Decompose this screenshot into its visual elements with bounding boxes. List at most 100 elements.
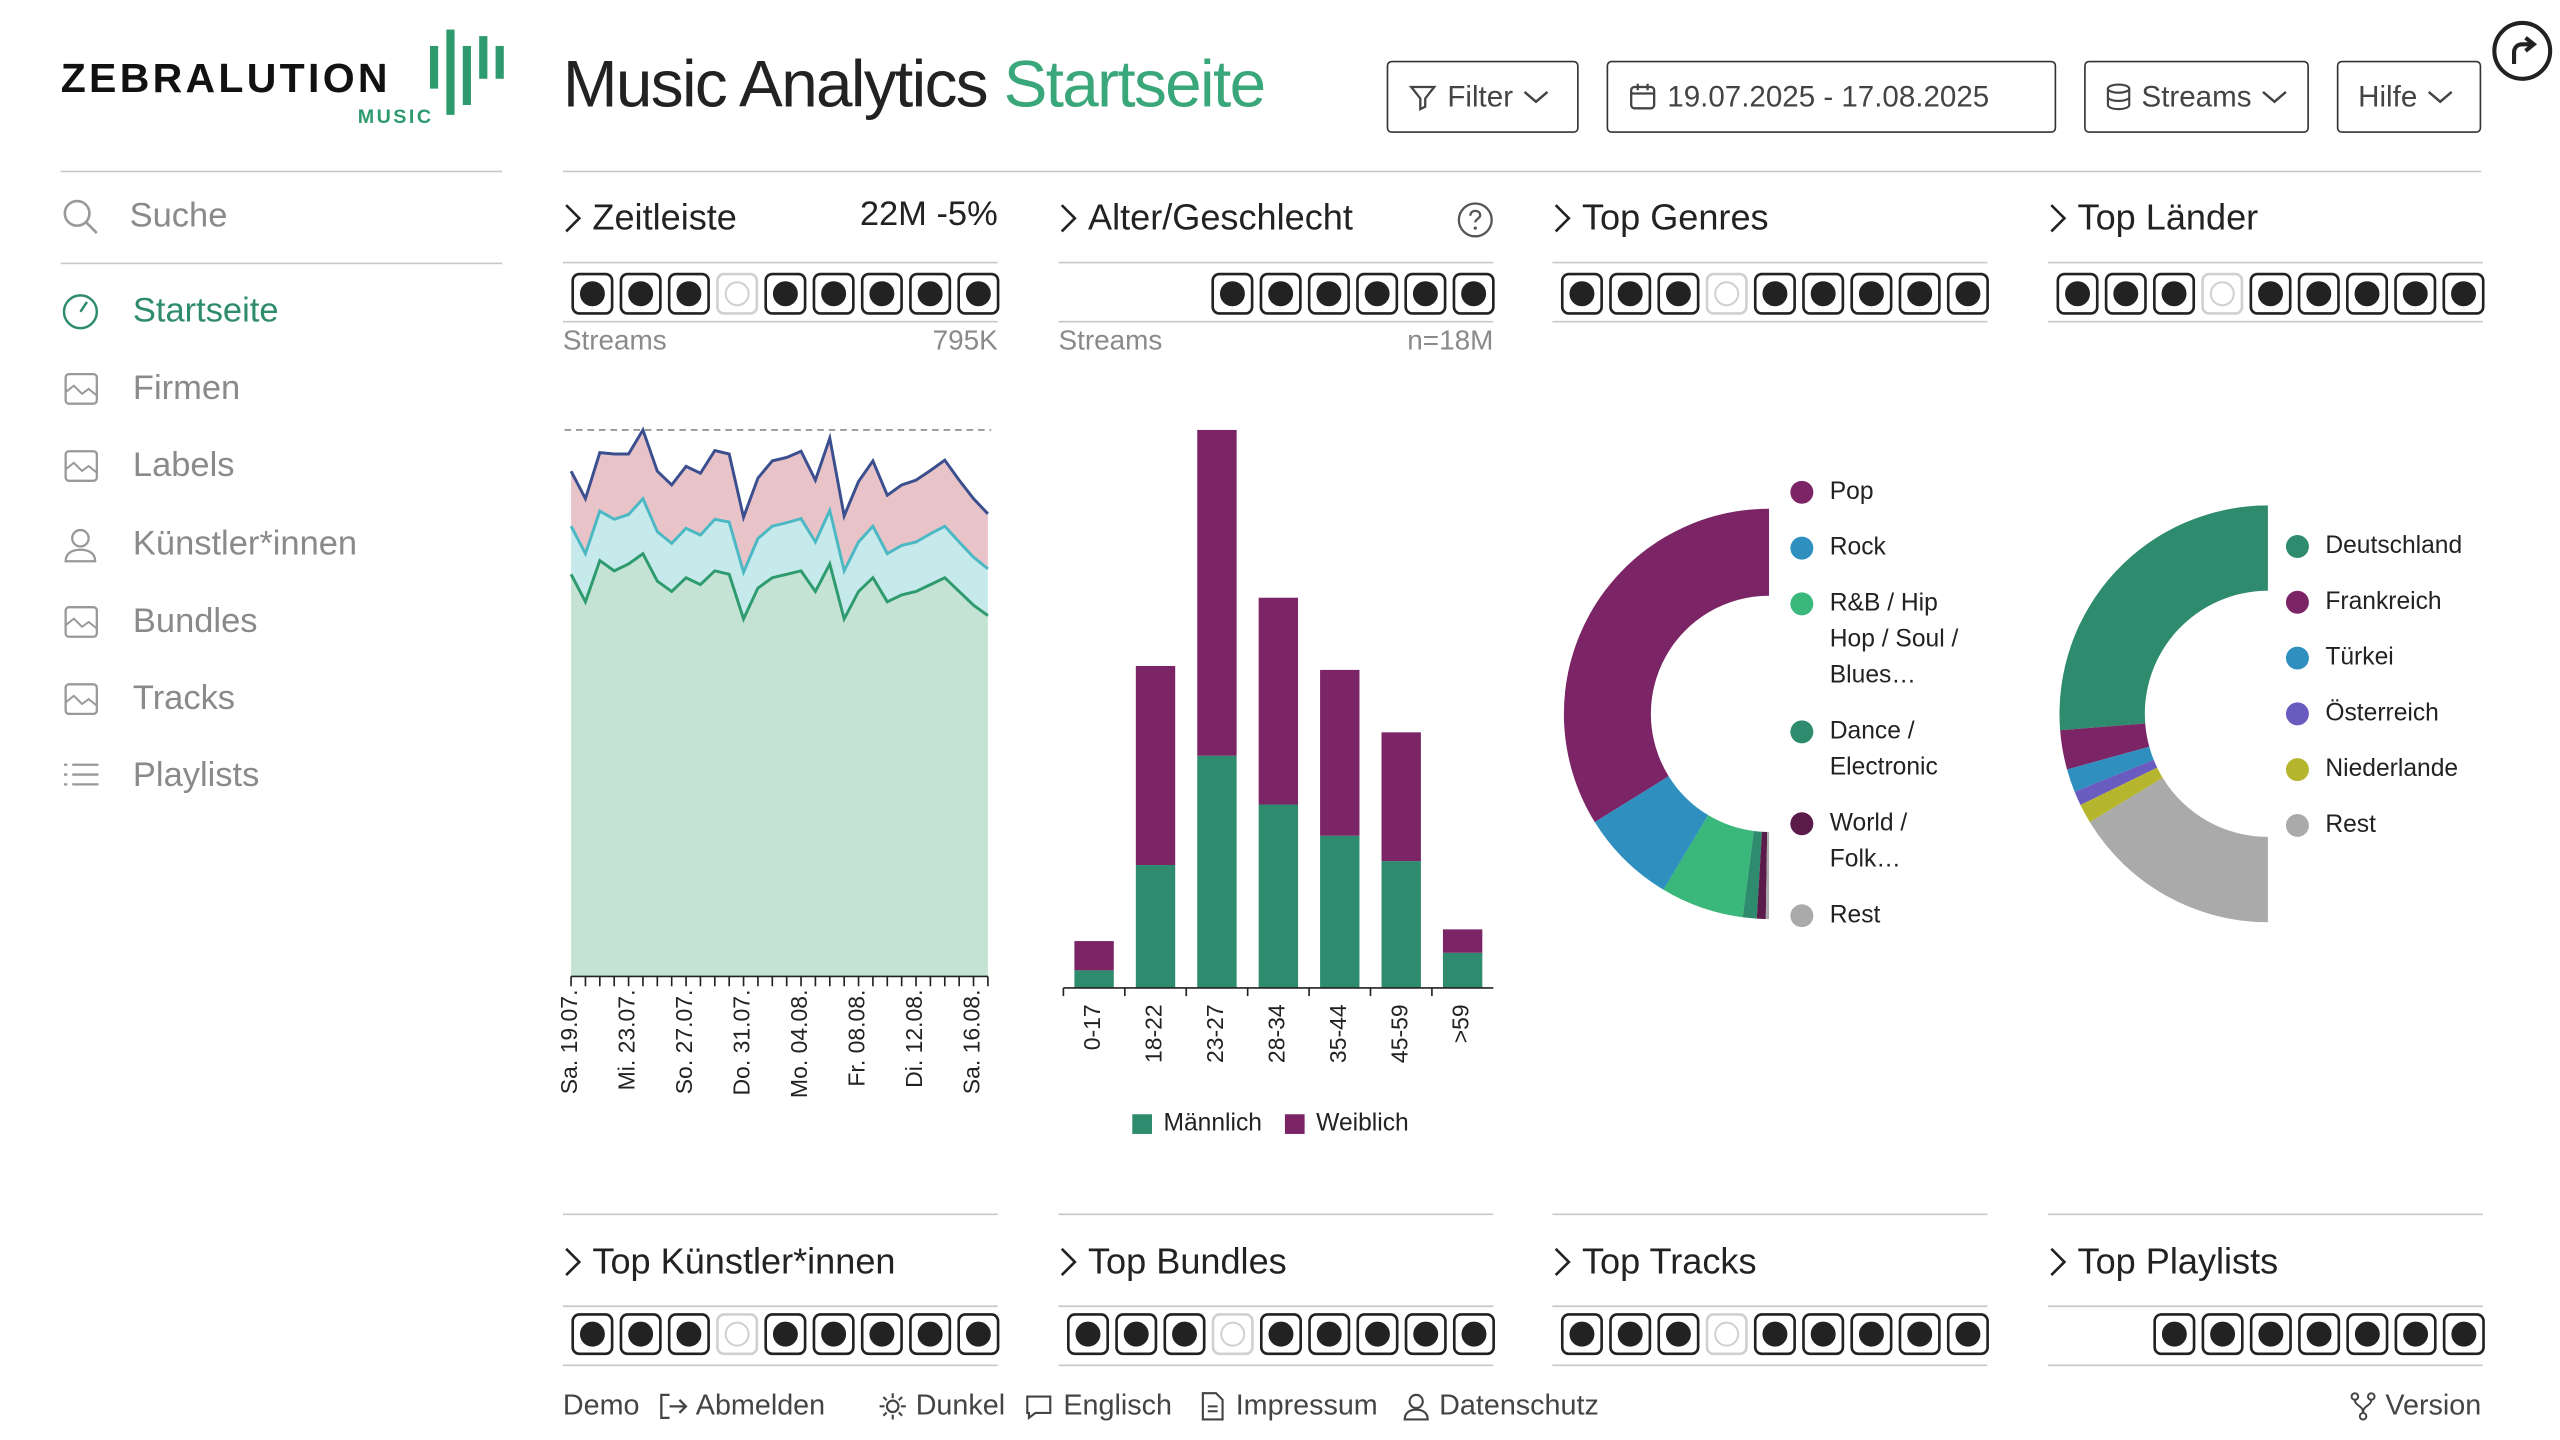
service-icon[interactable] [1946,1313,1989,1356]
panel-title[interactable]: Top Genres [1552,197,1769,240]
service-icon[interactable] [2153,272,2196,315]
service-icon[interactable] [1404,1313,1447,1356]
service-icon[interactable] [1753,272,1796,315]
nav-icon [64,683,98,715]
service-icon[interactable] [2346,272,2389,315]
service-icon[interactable] [1115,1313,1158,1356]
service-icon[interactable] [2442,272,2485,315]
service-icon[interactable] [764,272,807,315]
service-icon[interactable] [2394,272,2437,315]
service-icon[interactable] [1211,272,1254,315]
footer-theme[interactable]: Dunkel [878,1388,1005,1422]
service-icon[interactable] [2442,1313,2485,1356]
service-icon[interactable] [2104,272,2147,315]
legend-swatch [2285,590,2309,614]
panel-title[interactable]: Top Länder [2048,197,2258,240]
date-picker[interactable]: 19.07.2025 - 17.08.2025 [1606,60,2057,133]
service-icon[interactable] [2249,272,2292,315]
service-icon[interactable] [2297,272,2340,315]
panel-title[interactable]: Zeitleiste [563,197,737,240]
service-icon[interactable] [1356,272,1399,315]
service-icon[interactable] [571,272,614,315]
service-icon[interactable] [1850,1313,1893,1356]
nav-item[interactable]: Labels [61,446,234,485]
footer-logout[interactable]: Abmelden [658,1388,825,1422]
service-icon[interactable] [1802,1313,1845,1356]
service-icon[interactable] [1308,1313,1351,1356]
service-icon[interactable] [619,1313,662,1356]
footer-version[interactable]: Version [2348,1388,2481,1422]
service-icon[interactable] [571,1313,614,1356]
footer-privacy[interactable]: Datenschutz [1401,1388,1599,1422]
service-icon[interactable] [1560,272,1603,315]
panel-title[interactable]: Alter/Geschlecht [1058,197,1353,240]
panel-title[interactable]: Top Tracks [1552,1241,1757,1284]
bar-segment [1258,597,1299,805]
service-icon[interactable] [2346,1313,2389,1356]
service-icon[interactable] [1657,272,1700,315]
service-icon[interactable] [1211,1313,1254,1356]
service-icon[interactable] [764,1313,807,1356]
service-icon[interactable] [1452,1313,1495,1356]
service-icon-frame [2153,272,2196,315]
metric-select[interactable]: Streams [2084,60,2309,133]
service-icon[interactable] [957,1313,1000,1356]
service-icon[interactable] [2201,272,2244,315]
service-icon[interactable] [2153,1313,2196,1356]
service-icon[interactable] [1404,272,1447,315]
filter-button[interactable]: Filter [1386,60,1579,133]
service-icon[interactable] [1307,272,1350,315]
service-icon[interactable] [812,272,855,315]
service-icon[interactable] [1609,272,1652,315]
service-icon[interactable] [1898,1313,1941,1356]
service-icon[interactable] [1705,272,1748,315]
footer-language[interactable]: Englisch [1022,1388,1172,1422]
service-icon[interactable] [860,272,903,315]
nav-item[interactable]: Künstler*innen [61,525,357,564]
service-icon[interactable] [1259,272,1302,315]
service-icon[interactable] [667,1313,710,1356]
help-icon[interactable] [1456,200,1495,239]
service-icon[interactable] [1705,1313,1748,1356]
service-icon[interactable] [1753,1313,1796,1356]
service-icon[interactable] [2249,1313,2292,1356]
service-icon[interactable] [1163,1313,1206,1356]
panel-title[interactable]: Top Bundles [1058,1241,1287,1284]
service-icon[interactable] [1356,1313,1399,1356]
service-icon[interactable] [957,272,1000,315]
service-icon[interactable] [2056,272,2099,315]
footer-imprint[interactable]: Impressum [1198,1388,1378,1422]
panel-title[interactable]: Top Künstler*innen [563,1241,895,1284]
nav-item[interactable]: Firmen [61,369,240,408]
service-icon-glyph [1172,1321,1197,1347]
service-icon[interactable] [1850,272,1893,315]
service-icon[interactable] [716,1313,759,1356]
service-icon[interactable] [2201,1313,2244,1356]
search[interactable]: Suche [61,197,227,236]
nav-item[interactable]: Tracks [61,679,235,718]
service-icon[interactable] [1657,1313,1700,1356]
service-icon[interactable] [1946,272,1989,315]
service-icon[interactable] [2298,1313,2341,1356]
service-icon[interactable] [667,272,710,315]
service-icon[interactable] [1560,1313,1603,1356]
nav-item[interactable]: Startseite [61,292,279,331]
external-button[interactable] [2491,20,2557,86]
panel-title[interactable]: Top Playlists [2048,1241,2278,1284]
service-icon[interactable] [716,272,759,315]
service-icon[interactable] [909,272,952,315]
service-icon[interactable] [2394,1313,2437,1356]
service-icon[interactable] [619,272,662,315]
nav-item[interactable]: Playlists [61,757,260,796]
service-icon[interactable] [1802,272,1845,315]
service-icon[interactable] [1066,1313,1110,1356]
service-icon[interactable] [1609,1313,1652,1356]
service-icon[interactable] [909,1313,952,1356]
service-icon[interactable] [1898,272,1941,315]
service-icon[interactable] [1259,1313,1302,1356]
help-menu[interactable]: Hilfe [2336,60,2482,133]
service-icon[interactable] [860,1313,903,1356]
nav-item[interactable]: Bundles [61,602,258,641]
service-icon[interactable] [1452,272,1495,315]
service-icon[interactable] [812,1313,855,1356]
